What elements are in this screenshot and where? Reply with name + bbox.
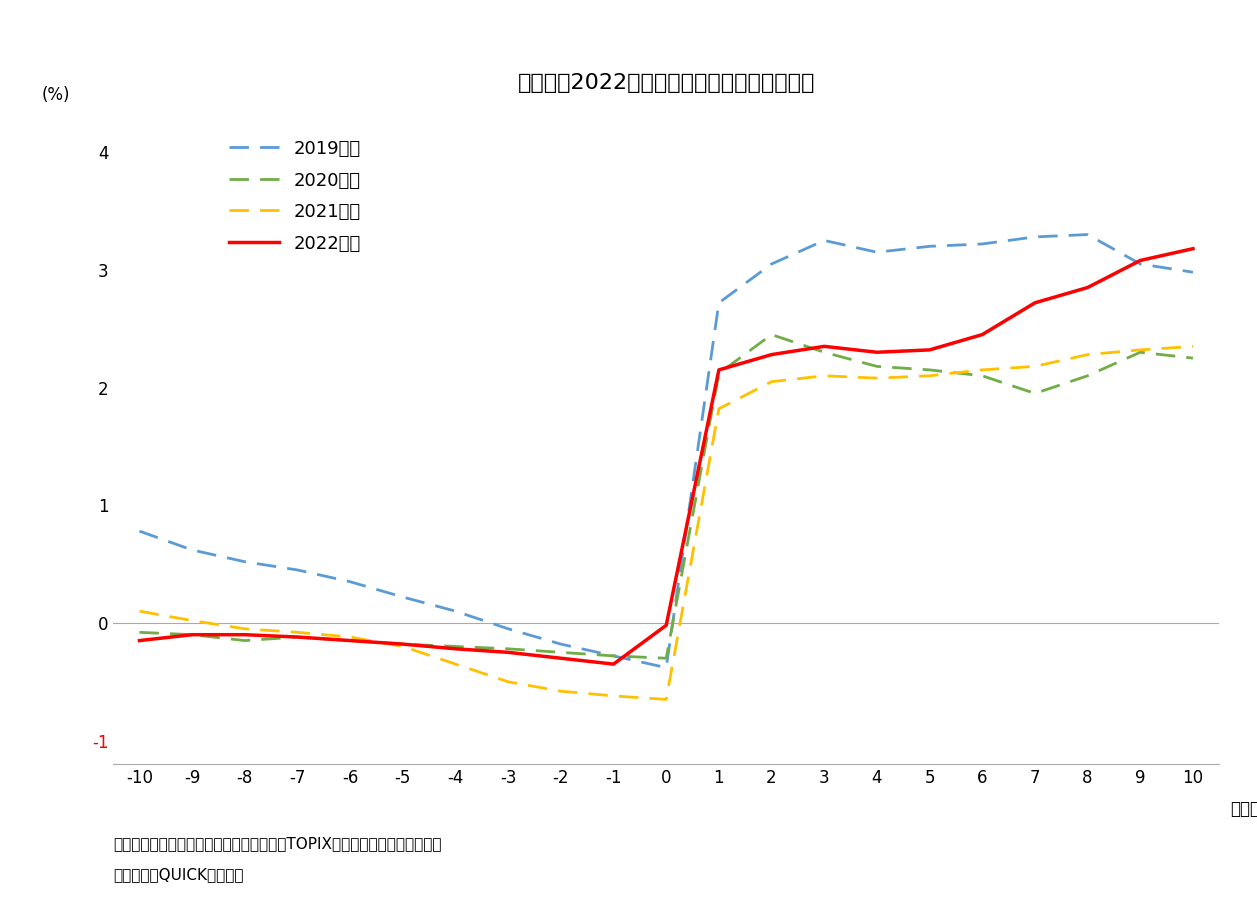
2019年度 — [238, 556, 253, 567]
2021年度 — [923, 370, 938, 381]
2019年度 — [343, 576, 358, 587]
2020年度 — [238, 636, 253, 646]
2022年度 — [764, 349, 779, 360]
2020年度 — [343, 636, 358, 646]
2022年度 — [974, 329, 989, 340]
2022年度 — [238, 629, 253, 640]
2019年度 — [711, 298, 727, 308]
2019年度 — [1185, 267, 1200, 278]
2021年度 — [185, 615, 200, 626]
2021年度 — [395, 641, 410, 652]
Line: 2021年度: 2021年度 — [140, 346, 1193, 699]
2020年度 — [1133, 347, 1148, 358]
2022年度 — [395, 638, 410, 649]
2019年度 — [606, 651, 621, 662]
2020年度 — [132, 627, 147, 637]
2022年度 — [447, 644, 463, 654]
2022年度 — [185, 629, 200, 640]
2020年度 — [870, 361, 885, 372]
2021年度 — [606, 690, 621, 701]
2022年度 — [1133, 255, 1148, 266]
2019年度 — [974, 238, 989, 249]
2021年度 — [659, 694, 674, 705]
2022年度 — [870, 347, 885, 358]
2021年度 — [343, 632, 358, 643]
2022年度 — [606, 659, 621, 670]
2022年度 — [1027, 298, 1042, 308]
2020年度 — [447, 641, 463, 652]
2019年度 — [500, 623, 515, 634]
Text: （注）　自社株買い設定日を０日として対TOPIX累積超過収益率の単純平均: （注） 自社株買い設定日を０日として対TOPIX累積超過収益率の単純平均 — [113, 836, 441, 851]
2019年度 — [395, 592, 410, 602]
2021年度 — [290, 627, 305, 637]
2021年度 — [817, 370, 832, 381]
2021年度 — [974, 364, 989, 375]
2021年度 — [132, 606, 147, 617]
2020年度 — [817, 347, 832, 358]
2021年度 — [870, 373, 885, 384]
2022年度 — [500, 647, 515, 658]
2019年度 — [764, 259, 779, 270]
2019年度 — [447, 606, 463, 617]
2020年度 — [395, 638, 410, 649]
2021年度 — [553, 686, 568, 697]
Text: （資料）　QUICKから作成: （資料） QUICKから作成 — [113, 868, 244, 883]
2019年度 — [553, 638, 568, 649]
2019年度 — [1080, 229, 1095, 240]
2020年度 — [974, 370, 989, 381]
2019年度 — [1027, 232, 1042, 243]
2019年度 — [870, 247, 885, 258]
2020年度 — [659, 653, 674, 663]
2022年度 — [1080, 282, 1095, 293]
2020年度 — [185, 629, 200, 640]
2021年度 — [1133, 344, 1148, 355]
2019年度 — [817, 235, 832, 245]
Text: (%): (%) — [41, 86, 69, 104]
2020年度 — [500, 644, 515, 654]
2022年度 — [553, 653, 568, 663]
Line: 2020年度: 2020年度 — [140, 334, 1193, 658]
2020年度 — [764, 329, 779, 340]
2020年度 — [923, 364, 938, 375]
Line: 2019年度: 2019年度 — [140, 235, 1193, 668]
2020年度 — [290, 632, 305, 643]
2022年度 — [817, 341, 832, 352]
2021年度 — [500, 676, 515, 687]
Legend: 2019年度, 2020年度, 2021年度, 2022年度: 2019年度, 2020年度, 2021年度, 2022年度 — [221, 132, 368, 261]
2022年度 — [343, 636, 358, 646]
2022年度 — [290, 632, 305, 643]
Title: 図表３　2022年度も株価の反応はポジティブ: 図表３ 2022年度も株価の反応はポジティブ — [518, 73, 815, 93]
2022年度 — [659, 620, 674, 631]
2021年度 — [764, 377, 779, 387]
2019年度 — [923, 241, 938, 252]
Text: （日）: （日） — [1231, 800, 1257, 818]
2019年度 — [290, 565, 305, 575]
2019年度 — [132, 526, 147, 537]
2022年度 — [711, 364, 727, 375]
2021年度 — [1027, 361, 1042, 372]
2020年度 — [711, 368, 727, 378]
Line: 2022年度: 2022年度 — [140, 249, 1193, 664]
2019年度 — [659, 663, 674, 673]
2021年度 — [711, 404, 727, 414]
2020年度 — [1080, 370, 1095, 381]
2019年度 — [1133, 259, 1148, 270]
2022年度 — [1185, 244, 1200, 254]
2022年度 — [923, 344, 938, 355]
2020年度 — [1185, 352, 1200, 363]
2021年度 — [238, 623, 253, 634]
2021年度 — [1185, 341, 1200, 352]
2020年度 — [606, 651, 621, 662]
2021年度 — [447, 659, 463, 670]
2021年度 — [1080, 349, 1095, 360]
2020年度 — [553, 647, 568, 658]
2020年度 — [1027, 388, 1042, 399]
2019年度 — [185, 545, 200, 556]
2022年度 — [132, 636, 147, 646]
